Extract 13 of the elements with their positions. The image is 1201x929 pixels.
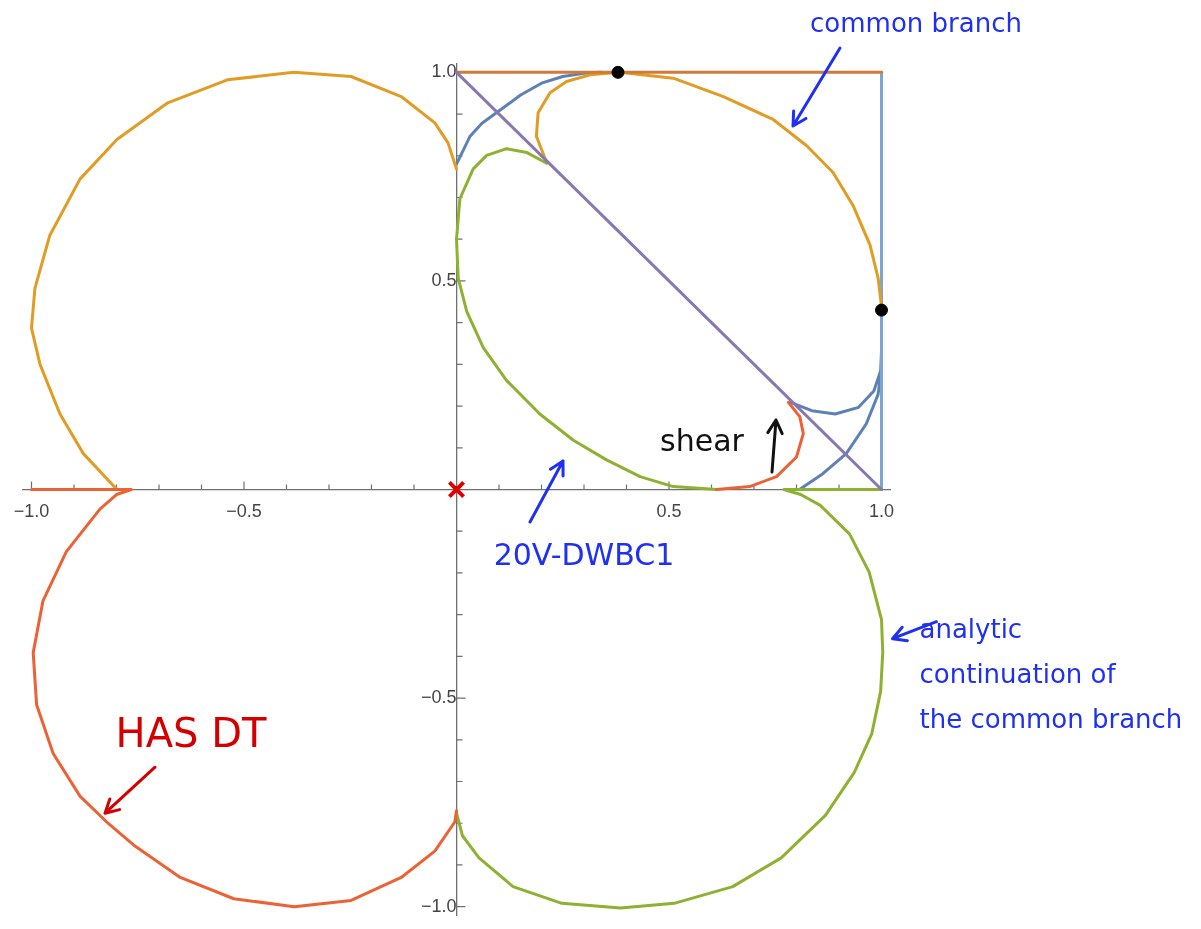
x-tick-label: −0.5 [226, 501, 262, 522]
annotation: HAS DT [115, 709, 267, 756]
x-tick-label: −1.0 [13, 501, 50, 522]
annotation: 20V-DWBC1 [493, 536, 675, 572]
y-tick-label: −0.5 [420, 687, 457, 708]
text: common branch [810, 7, 1022, 38]
annotation: shear [660, 422, 745, 458]
y-tick-label: 0.5 [431, 269, 457, 290]
y-tick-label: 1.0 [431, 61, 457, 82]
annotation: analytic continuation of the common branch [919, 614, 1183, 735]
x-tick-label: 0.5 [656, 501, 682, 522]
x-tick-label: 1.0 [868, 501, 895, 522]
y-tick-label: −1.0 [420, 895, 457, 916]
